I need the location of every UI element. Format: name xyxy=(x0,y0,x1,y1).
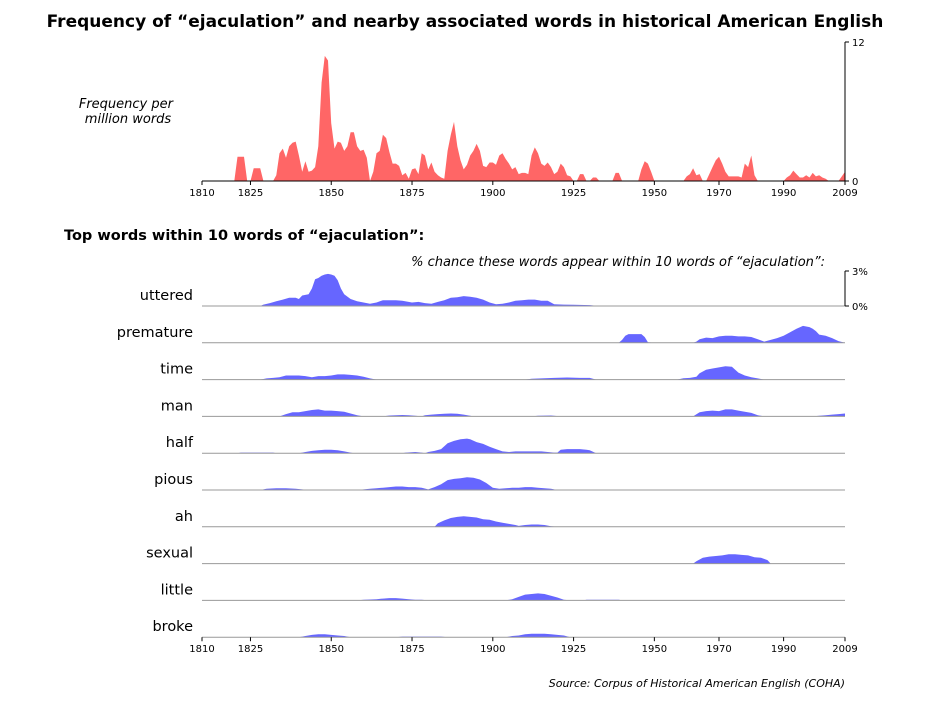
top-x-tick-label-1825: 1825 xyxy=(238,188,263,199)
y-axis-label-line-1: Frequency per xyxy=(79,97,175,112)
source-note: Source: Corpus of Historical American En… xyxy=(549,677,845,690)
row-premature: premature xyxy=(117,325,845,344)
bottom-x-tick-label-2009: 2009 xyxy=(832,644,857,655)
bottom-x-tick-label-1925: 1925 xyxy=(561,644,586,655)
y-tick-label-12: 12 xyxy=(852,38,865,49)
row-label: ah xyxy=(175,509,193,525)
bottom-x-tick-label-1810: 1810 xyxy=(189,644,214,655)
top-x-tick-label-1990: 1990 xyxy=(771,188,796,199)
bottom-x-tick-label-1875: 1875 xyxy=(399,644,424,655)
row-label: man xyxy=(161,398,193,414)
bottom-x-tick-label-1850: 1850 xyxy=(319,644,344,655)
row-label: broke xyxy=(152,619,193,635)
area-sexual xyxy=(693,554,771,564)
area-half xyxy=(237,438,597,454)
bottom-x-tick-label-1990: 1990 xyxy=(771,644,796,655)
y-axis-label: Frequency per million words xyxy=(79,97,177,127)
row-half: half xyxy=(166,435,845,454)
top-x-tick-label-1900: 1900 xyxy=(480,188,505,199)
row-label: pious xyxy=(154,472,193,488)
row-uttered: uttered xyxy=(140,273,845,307)
row-label: little xyxy=(161,582,193,598)
area-pious xyxy=(260,477,558,490)
word-rows-panel: uttered premature time man half pious ah sexual… xyxy=(117,267,868,655)
row-broke: broke xyxy=(152,619,845,638)
bottom-x-tick-label-1950: 1950 xyxy=(642,644,667,655)
area-man xyxy=(279,409,845,417)
row-label: half xyxy=(166,435,194,451)
subchart-subtitle: % chance these words appear within 10 wo… xyxy=(411,255,825,270)
top-x-tick-label-1810: 1810 xyxy=(189,188,214,199)
bottom-x-tick-label-1970: 1970 xyxy=(706,644,731,655)
top-x-tick-label-1850: 1850 xyxy=(319,188,344,199)
chart-title: Frequency of “ejaculation” and nearby as… xyxy=(47,12,884,32)
top-x-tick-label-1875: 1875 xyxy=(399,188,424,199)
row-man: man xyxy=(161,398,845,417)
area-premature xyxy=(618,325,845,343)
subchart-title: Top words within 10 words of “ejaculatio… xyxy=(64,228,424,244)
y-axis-label-line-2: million words xyxy=(85,112,172,127)
top-x-tick-label-1925: 1925 xyxy=(561,188,586,199)
area-time xyxy=(260,366,765,380)
frequency-area xyxy=(202,55,845,181)
row-label: time xyxy=(160,362,193,378)
percent-tick-label-3%: 3% xyxy=(852,267,868,278)
bottom-x-tick-label-1825: 1825 xyxy=(238,644,263,655)
frequency-panel: Frequency per million words 0 12 1810 1825 1… xyxy=(79,38,865,199)
percent-tick-label-0%: 0% xyxy=(852,302,868,313)
row-time: time xyxy=(160,362,845,381)
area-uttered xyxy=(260,273,600,306)
row-label: premature xyxy=(117,325,193,341)
top-x-tick-label-1970: 1970 xyxy=(706,188,731,199)
row-sexual: sexual xyxy=(146,546,845,565)
y-tick-label-0: 0 xyxy=(852,177,858,188)
top-x-tick-label-2009: 2009 xyxy=(832,188,857,199)
row-label: sexual xyxy=(146,546,193,562)
area-little xyxy=(357,593,623,601)
area-broke xyxy=(298,633,571,638)
row-little: little xyxy=(161,582,845,601)
area-ah xyxy=(434,516,558,527)
row-label: uttered xyxy=(140,288,193,304)
top-x-tick-label-1950: 1950 xyxy=(642,188,667,199)
row-pious: pious xyxy=(154,472,845,491)
row-ah: ah xyxy=(175,509,845,528)
bottom-x-tick-label-1900: 1900 xyxy=(480,644,505,655)
